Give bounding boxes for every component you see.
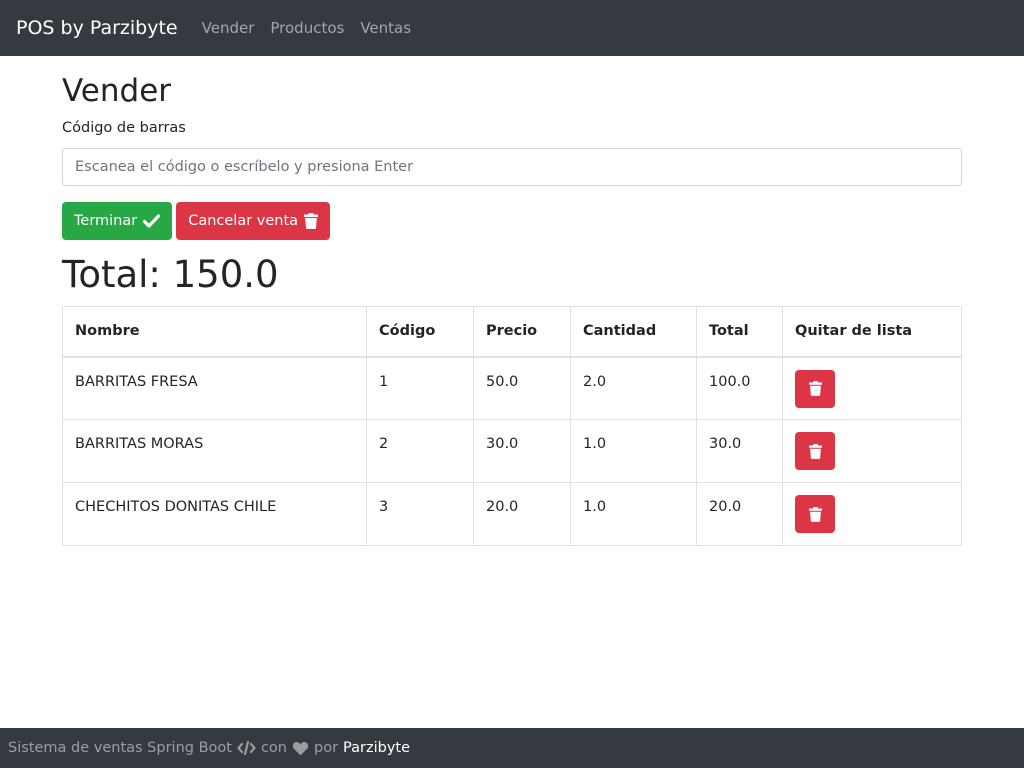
trash-icon — [808, 506, 822, 522]
header-codigo: Código — [366, 306, 474, 358]
cell-nombre: BARRITAS FRESA — [62, 356, 367, 420]
cell-action — [782, 356, 962, 420]
sale-total: Total: 150.0 — [62, 253, 279, 296]
page-title: Vender — [62, 73, 172, 109]
cell-cantidad: 1.0 — [570, 419, 697, 483]
header-nombre: Nombre — [62, 306, 367, 358]
cell-nombre: CHECHITOS DONITAS CHILE — [62, 482, 367, 546]
brand-link[interactable]: POS by Parzibyte — [16, 17, 178, 39]
check-icon — [143, 214, 161, 228]
cancel-sale-button[interactable]: Cancelar venta — [176, 202, 331, 240]
footer-text-con: con — [260, 740, 287, 756]
remove-item-button[interactable] — [795, 495, 835, 533]
barcode-input[interactable] — [62, 148, 962, 186]
finish-button-label: Terminar — [74, 213, 138, 229]
cell-total: 30.0 — [696, 419, 783, 483]
heart-icon — [292, 741, 309, 756]
products-table: Nombre Código Precio Cantidad Total Quit… — [62, 306, 962, 546]
cell-action — [782, 482, 962, 546]
nav-link-ventas[interactable]: Ventas — [360, 19, 412, 37]
cell-total: 20.0 — [696, 482, 783, 546]
main-container: Vender Código de barras Terminar Cancela… — [62, 56, 962, 546]
cell-codigo: 2 — [366, 419, 474, 483]
finish-button[interactable]: Terminar — [62, 202, 173, 240]
table-header-row: Nombre Código Precio Cantidad Total Quit… — [62, 306, 962, 358]
code-icon — [237, 741, 256, 755]
remove-item-button[interactable] — [795, 369, 835, 408]
cell-precio: 30.0 — [473, 419, 571, 483]
cell-nombre: BARRITAS MORAS — [62, 419, 367, 483]
header-total: Total — [696, 306, 783, 358]
footer-text: Sistema de ventas Spring Boot — [8, 740, 232, 756]
nav-link-productos[interactable]: Productos — [270, 19, 345, 37]
table-row: CHECHITOS DONITAS CHILE 3 20.0 1.0 20.0 — [62, 482, 962, 546]
action-buttons: Terminar Cancelar venta — [62, 202, 962, 240]
cell-total: 100.0 — [696, 356, 783, 420]
nav-link-vender[interactable]: Vender — [201, 19, 255, 37]
cell-cantidad: 2.0 — [570, 356, 697, 420]
footer-author-link[interactable]: Parzibyte — [343, 740, 411, 756]
cell-codigo: 1 — [366, 356, 474, 420]
header-cantidad: Cantidad — [570, 306, 697, 358]
cell-codigo: 3 — [366, 482, 474, 546]
footer: Sistema de ventas Spring Boot con por Pa… — [0, 728, 1024, 768]
table-row: BARRITAS MORAS 2 30.0 1.0 30.0 — [62, 419, 962, 483]
barcode-label: Código de barras — [62, 120, 186, 136]
table-row: BARRITAS FRESA 1 50.0 2.0 100.0 — [62, 356, 962, 420]
cell-precio: 20.0 — [473, 482, 571, 546]
cell-cantidad: 1.0 — [570, 482, 697, 546]
footer-text-por: por — [314, 740, 339, 756]
cell-precio: 50.0 — [473, 356, 571, 420]
trash-icon — [808, 381, 822, 396]
header-precio: Precio — [473, 306, 571, 358]
header-quitar: Quitar de lista — [782, 306, 962, 358]
navbar: POS by Parzibyte Vender Productos Ventas — [0, 0, 1024, 56]
remove-item-button[interactable] — [795, 432, 835, 470]
trash-icon — [304, 213, 319, 229]
cancel-sale-button-label: Cancelar venta — [188, 213, 299, 229]
trash-icon — [808, 443, 822, 459]
cell-action — [782, 419, 962, 483]
